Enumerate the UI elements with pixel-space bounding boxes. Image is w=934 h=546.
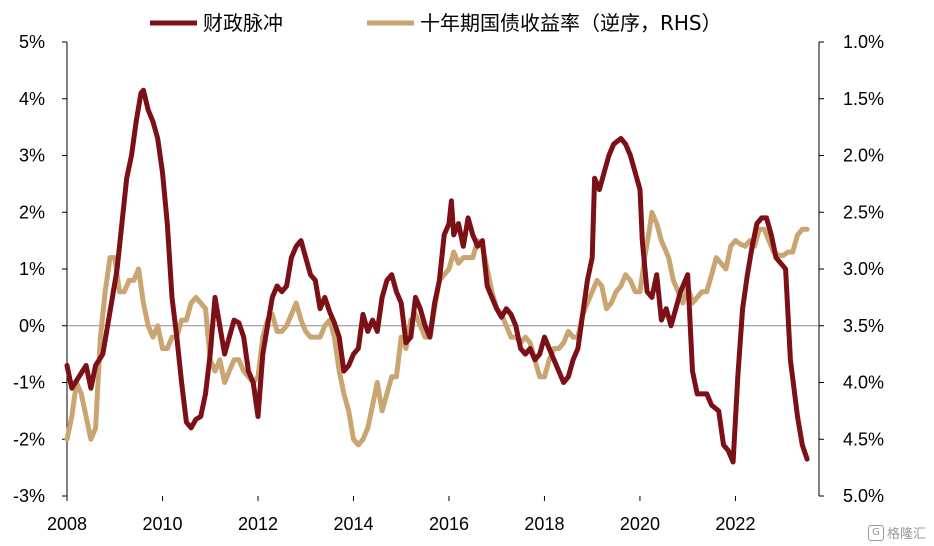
left-tick-label: 4% — [19, 89, 45, 109]
left-tick-label: -3% — [13, 486, 45, 506]
right-tick-label: 3.0% — [843, 259, 884, 279]
watermark: G 格隆汇 — [867, 523, 926, 542]
left-tick-label: 5% — [19, 32, 45, 52]
right-tick-label: 2.0% — [843, 146, 884, 166]
x-tick-label: 2022 — [715, 514, 755, 534]
left-tick-label: 0% — [19, 316, 45, 336]
x-tick-label: 2008 — [47, 514, 87, 534]
x-tick-label: 2010 — [142, 514, 182, 534]
series-lines — [64, 87, 810, 465]
x-tick-label: 2020 — [620, 514, 660, 534]
x-tick-label: 2016 — [429, 514, 469, 534]
left-tick-label: -1% — [13, 373, 45, 393]
tick-labels: 5% 4% 3% 2% 1% 0% -1% -2% -3% 1.0% 1.5% 2.0% 2.5% 3.0… — [13, 32, 884, 534]
right-tick-label: 4.5% — [843, 429, 884, 449]
right-tick-label: 5.0% — [843, 486, 884, 506]
right-tick-label: 3.5% — [843, 316, 884, 336]
legend-label-bond-yield: 十年期国债收益率（逆序，RHS） — [420, 11, 722, 35]
series-line-fiscal-impulse — [64, 87, 810, 465]
left-tick-label: -2% — [13, 429, 45, 449]
watermark-logo-icon: G — [867, 524, 884, 541]
right-tick-label: 2.5% — [843, 202, 884, 222]
x-tick-label: 2018 — [524, 514, 564, 534]
watermark-text: 格隆汇 — [886, 527, 926, 542]
left-tick-label: 1% — [19, 259, 45, 279]
legend: 财政脉冲 十年期国债收益率（逆序，RHS） — [150, 11, 722, 35]
right-tick-label: 4.0% — [843, 373, 884, 393]
axes — [62, 41, 824, 501]
legend-label-fiscal-impulse: 财政脉冲 — [203, 11, 283, 35]
left-tick-label: 3% — [19, 146, 45, 166]
x-tick-label: 2012 — [238, 514, 278, 534]
x-tick-label: 2014 — [333, 514, 373, 534]
left-tick-label: 2% — [19, 202, 45, 222]
right-tick-label: 1.0% — [843, 32, 884, 52]
right-tick-label: 1.5% — [843, 89, 884, 109]
